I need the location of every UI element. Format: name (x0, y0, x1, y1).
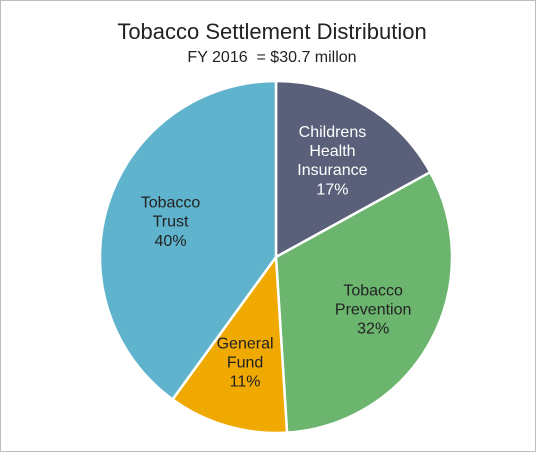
slice-value-label: 40% (155, 233, 187, 250)
pie-slice (98, 79, 278, 402)
slice-value-label: 17% (316, 181, 348, 198)
pie-slice (170, 253, 289, 435)
chart-subtitle: FY 2016 = $30.7 millon (187, 49, 356, 66)
slice-label: Childrens Health Insurance (297, 124, 367, 179)
slice-label: General Fund (217, 336, 274, 372)
pie-slice (274, 79, 432, 260)
slice-value-label: 32% (357, 321, 389, 338)
slice-label: Tobacco Prevention (335, 283, 412, 319)
slice-value-label: 11% (230, 374, 261, 391)
pie-slice (274, 170, 454, 434)
slice-label: Tobacco Trust (141, 195, 201, 231)
chart-title: Tobacco Settlement Distribution (117, 19, 426, 44)
